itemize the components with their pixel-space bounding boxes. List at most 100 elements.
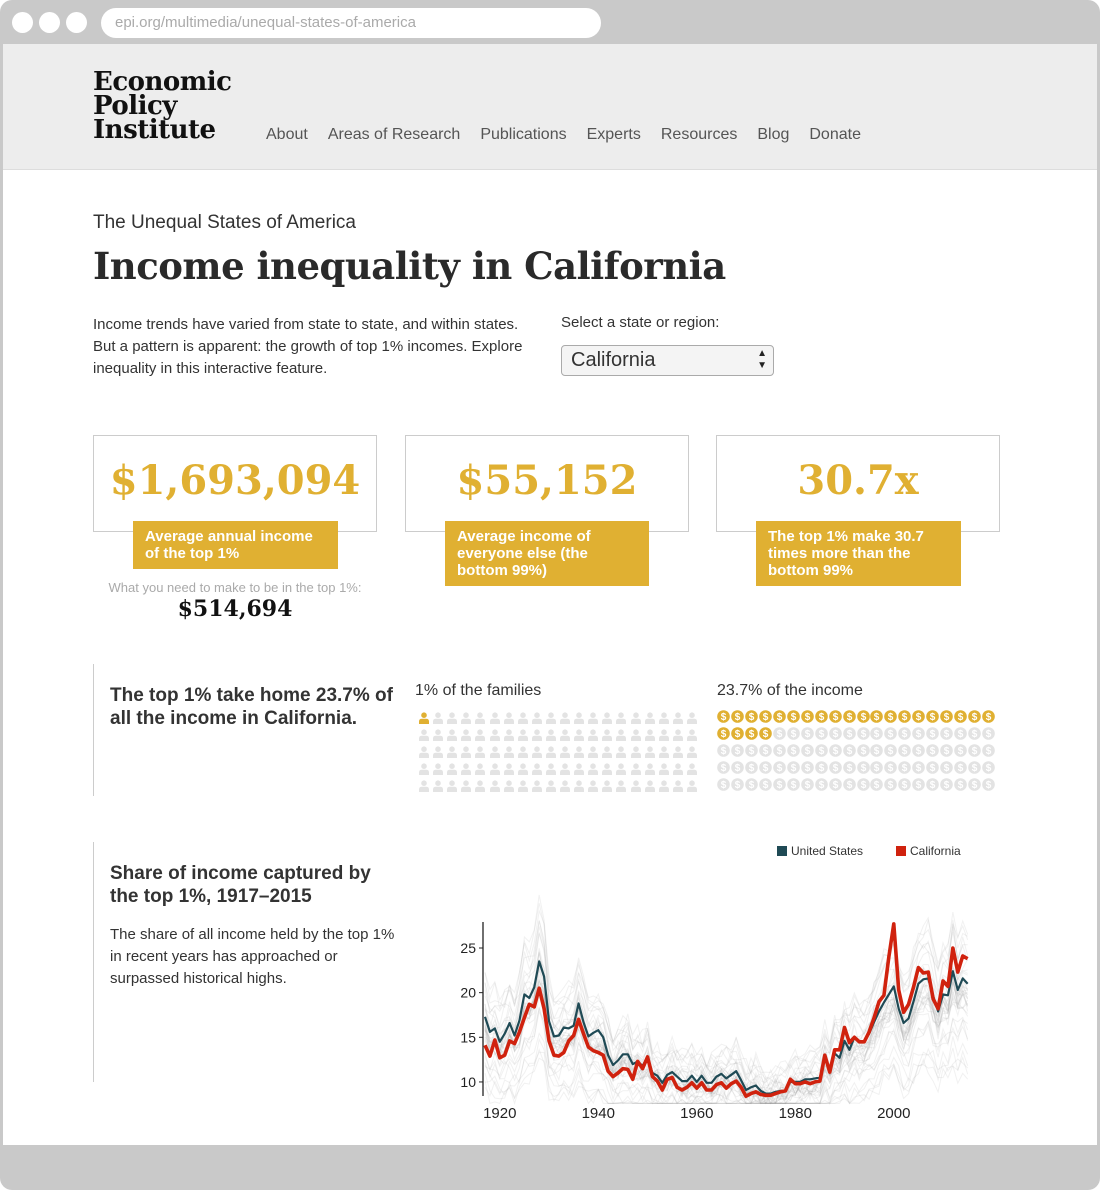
svg-text:$: $ xyxy=(916,712,922,723)
nav-donate[interactable]: Donate xyxy=(809,126,861,143)
legend-label: United States xyxy=(791,844,864,858)
stat-value-ratio: 30.7x xyxy=(797,457,919,504)
person-icon xyxy=(503,728,515,741)
dollar-coin-icon: $ xyxy=(814,727,828,740)
svg-text:$: $ xyxy=(735,780,741,791)
person-icon xyxy=(601,711,613,724)
dollar-coin-icon: $ xyxy=(717,710,730,723)
person-icon xyxy=(432,762,444,775)
state-line xyxy=(484,1037,969,1105)
dollar-coin-icon: $ xyxy=(982,761,995,774)
dollar-coin-icon: $ xyxy=(982,727,995,740)
person-icon xyxy=(587,728,599,741)
income-share-chart: 10 15 20 25 1920 1940 1960 1980 2000 xyxy=(460,894,969,1122)
state-select[interactable]: California ▲ ▼ xyxy=(561,345,774,376)
person-icon xyxy=(503,711,515,724)
nav-blog[interactable]: Blog xyxy=(757,126,790,143)
person-icon xyxy=(517,762,529,775)
window-maximize-button[interactable] xyxy=(66,12,87,33)
state-line xyxy=(484,1010,968,1106)
state-select-value: California xyxy=(571,349,656,371)
person-icon xyxy=(474,711,486,724)
stat-value-bottom99: $55,152 xyxy=(456,457,638,504)
person-icon xyxy=(587,711,599,724)
nav-areas-of-research[interactable]: Areas of Research xyxy=(327,126,461,143)
svg-text:$: $ xyxy=(818,712,824,723)
x-tick-label: 1980 xyxy=(779,1105,812,1122)
dollar-coin-icon: $ xyxy=(786,727,800,740)
kicker: The Unequal States of America xyxy=(93,212,356,233)
svg-text:$: $ xyxy=(972,729,978,740)
person-icon xyxy=(446,711,458,724)
person-icon xyxy=(559,745,571,758)
person-icon xyxy=(460,728,472,741)
svg-text:$: $ xyxy=(944,712,950,723)
svg-text:$: $ xyxy=(888,780,894,791)
svg-text:$: $ xyxy=(832,729,838,740)
dollar-coin-icon: $ xyxy=(912,710,926,723)
person-icon xyxy=(545,711,557,724)
svg-text:$: $ xyxy=(818,729,824,740)
dollar-coin-icon: $ xyxy=(772,761,786,774)
window-close-button[interactable] xyxy=(12,12,33,33)
person-icon xyxy=(559,728,571,741)
state-line xyxy=(484,1051,969,1105)
y-tick-label: 25 xyxy=(460,940,476,956)
svg-text:$: $ xyxy=(860,712,866,723)
state-line xyxy=(484,951,968,1097)
state-line xyxy=(484,968,969,1100)
page: Economic Policy Institute About Areas of… xyxy=(3,44,1097,1145)
dollar-coin-icon: $ xyxy=(912,744,926,757)
dollar-coin-icon: $ xyxy=(954,744,967,757)
person-icon xyxy=(587,745,599,758)
logo-line: Economic xyxy=(93,67,232,97)
dollar-coin-icon: $ xyxy=(898,778,912,791)
dollar-coin-icon: $ xyxy=(814,710,828,723)
dollar-coin-icon: $ xyxy=(856,778,870,791)
dollar-coin-icon: $ xyxy=(870,761,884,774)
state-line xyxy=(484,948,968,1094)
legend-swatch xyxy=(777,846,787,856)
dollar-coin-icon: $ xyxy=(745,778,758,791)
person-icon xyxy=(686,728,698,741)
person-icon xyxy=(474,779,486,792)
person-icon xyxy=(615,745,627,758)
nav-about[interactable]: About xyxy=(266,126,308,143)
state-line xyxy=(484,1006,969,1105)
svg-text:$: $ xyxy=(777,763,783,774)
svg-text:$: $ xyxy=(860,780,866,791)
svg-text:$: $ xyxy=(749,729,755,740)
svg-text:$: $ xyxy=(749,746,755,757)
dollar-coin-icon: $ xyxy=(968,710,981,723)
svg-text:$: $ xyxy=(986,780,992,791)
person-icon xyxy=(489,711,501,724)
dollar-coin-icon: $ xyxy=(856,710,870,723)
epi-logo[interactable]: Economic Policy Institute xyxy=(93,67,232,143)
y-tick-label: 15 xyxy=(460,1029,476,1045)
svg-text:$: $ xyxy=(874,729,880,740)
state-line xyxy=(484,1056,969,1106)
dollar-coin-icon: $ xyxy=(968,778,981,791)
person-icon xyxy=(432,745,444,758)
dollar-coin-icon: $ xyxy=(731,727,744,740)
person-icon xyxy=(573,779,585,792)
person-icon xyxy=(503,745,515,758)
svg-text:$: $ xyxy=(790,780,796,791)
person-icon xyxy=(531,728,543,741)
dollar-coin-icon: $ xyxy=(731,778,744,791)
svg-text:$: $ xyxy=(846,712,852,723)
nav-publications[interactable]: Publications xyxy=(480,126,567,143)
address-bar[interactable]: epi.org/multimedia/unequal-states-of-ame… xyxy=(101,8,601,38)
person-icon xyxy=(446,728,458,741)
window-minimize-button[interactable] xyxy=(39,12,60,33)
state-line xyxy=(484,1007,969,1105)
dollar-coin-icon: $ xyxy=(745,761,758,774)
nav-resources[interactable]: Resources xyxy=(660,126,738,143)
svg-text:$: $ xyxy=(846,729,852,740)
nav-experts[interactable]: Experts xyxy=(586,126,641,143)
dollar-coin-icon: $ xyxy=(745,744,758,757)
svg-text:$: $ xyxy=(777,746,783,757)
stat-label-bottom99: Average income of everyone else (the bot… xyxy=(445,521,649,586)
svg-text:$: $ xyxy=(804,746,810,757)
svg-text:$: $ xyxy=(916,763,922,774)
